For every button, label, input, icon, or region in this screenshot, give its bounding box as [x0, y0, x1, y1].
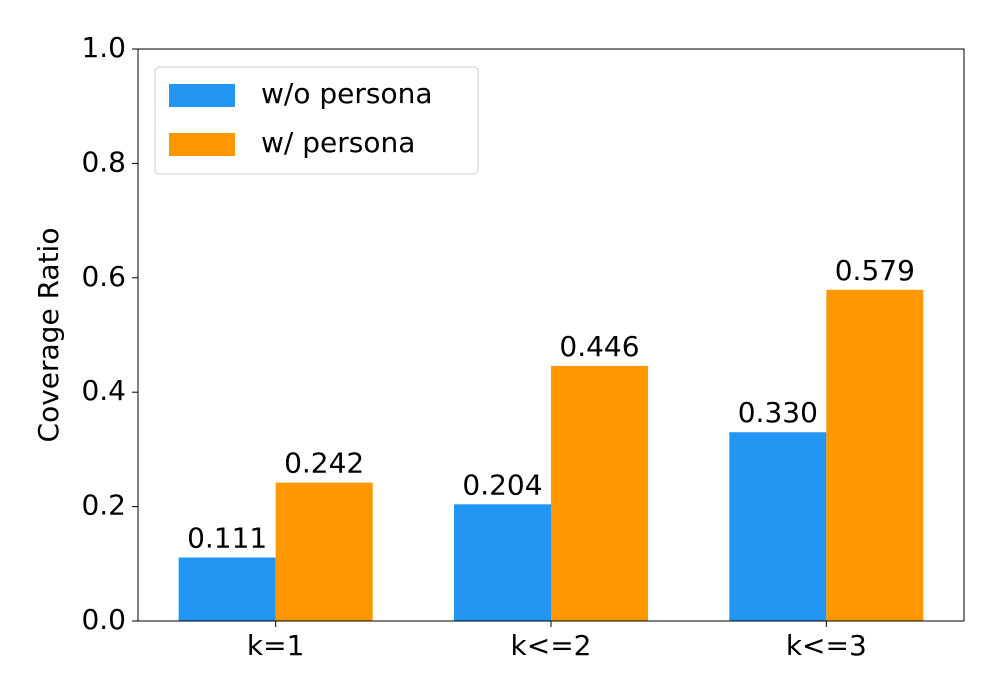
y-tick-label: 0.0	[81, 603, 126, 636]
bar	[551, 365, 648, 621]
y-tick-label: 0.8	[81, 145, 126, 178]
bar	[275, 482, 373, 621]
y-tick-label: 0.2	[81, 489, 126, 522]
bar	[826, 289, 924, 621]
value-label: 0.111	[187, 522, 267, 555]
value-label: 0.579	[835, 254, 915, 287]
plot-frame	[137, 48, 965, 622]
bar	[729, 432, 827, 621]
y-tick-label: 1.0	[81, 31, 126, 64]
bar	[454, 504, 551, 621]
x-tick-label: k<=2	[511, 629, 592, 662]
legend-swatch	[169, 133, 235, 156]
x-tick-label: k=1	[247, 629, 305, 662]
value-label: 0.204	[462, 468, 542, 501]
y-axis-label: Coverage Ratio	[32, 228, 65, 443]
value-label: 0.242	[284, 447, 364, 480]
legend-label: w/ persona	[261, 126, 415, 159]
value-label: 0.446	[559, 330, 639, 363]
y-tick-label: 0.4	[81, 374, 126, 407]
legend-label: w/o persona	[261, 77, 433, 110]
x-tick-label: k<=3	[786, 629, 867, 662]
legend-box	[154, 66, 479, 175]
bar	[178, 557, 276, 621]
y-tick-label: 0.6	[81, 260, 126, 293]
value-label: 0.330	[738, 396, 818, 429]
legend-swatch	[169, 84, 235, 107]
